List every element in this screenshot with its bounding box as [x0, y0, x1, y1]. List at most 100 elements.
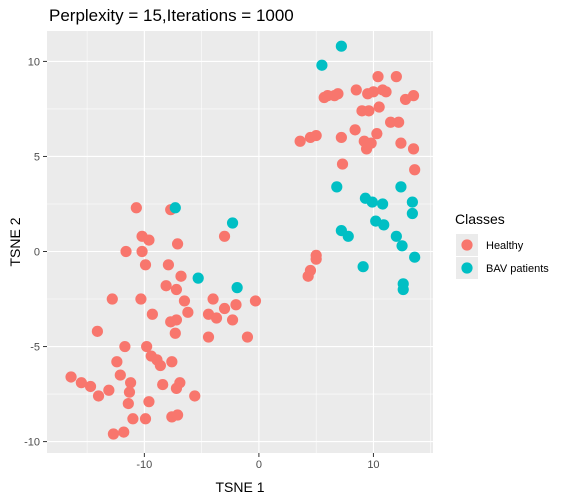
healthy-point [118, 426, 130, 438]
healthy-point [230, 299, 242, 311]
healthy-point [157, 378, 169, 391]
legend-key-bav-patients [461, 262, 473, 274]
healthy-point [166, 356, 178, 368]
healthy-point [390, 71, 402, 83]
legend-key-healthy [461, 239, 473, 251]
bav-patient-point [390, 230, 402, 242]
healthy-point [127, 413, 139, 425]
y-tick-label: 5 [34, 151, 40, 163]
healthy-point [182, 306, 194, 318]
healthy-point [106, 293, 118, 305]
bav-patient-point [395, 181, 407, 193]
healthy-point [310, 129, 322, 142]
healthy-point [363, 105, 375, 117]
healthy-point [202, 331, 215, 343]
bav-patient-point [226, 217, 239, 229]
healthy-point [170, 382, 183, 394]
healthy-point [385, 116, 397, 128]
healthy-point [125, 377, 137, 389]
healthy-point [371, 128, 383, 140]
x-axis-title: TSNE 1 [215, 479, 264, 495]
healthy-point [123, 386, 136, 398]
x-tick-label: 0 [256, 459, 262, 471]
healthy-point [143, 234, 155, 246]
bav-patient-point [396, 240, 408, 252]
healthy-point [409, 164, 421, 176]
healthy-point [241, 331, 254, 343]
bav-patient-point [342, 230, 354, 242]
data-points [65, 40, 421, 440]
healthy-point [103, 384, 115, 396]
bav-patient-point [406, 196, 418, 208]
healthy-point [160, 280, 172, 292]
major-gridlines [47, 31, 433, 453]
bav-patient-point [192, 272, 204, 284]
healthy-point [84, 380, 97, 393]
healthy-point [154, 359, 166, 372]
healthy-point [65, 371, 77, 383]
healthy-point [146, 308, 158, 320]
healthy-point [365, 137, 377, 149]
chart-title: Perplexity = 15,Iterations = 1000 [49, 6, 294, 25]
bav-patient-point [409, 251, 421, 263]
bav-patient-point [406, 207, 418, 220]
healthy-point [170, 283, 183, 296]
healthy-point [407, 90, 420, 102]
legend-label-healthy: Healthy [486, 240, 524, 252]
healthy-point [178, 295, 191, 307]
healthy-point [373, 101, 385, 113]
healthy-point [169, 327, 181, 339]
healthy-point [143, 396, 155, 408]
bav-patient-point [378, 219, 390, 231]
legend: Classes Healthy BAV patients [455, 211, 549, 279]
healthy-point [162, 259, 175, 271]
healthy-point [139, 259, 152, 271]
healthy-point [367, 86, 380, 98]
healthy-point [111, 356, 123, 368]
healthy-point [171, 409, 184, 421]
healthy-point [350, 84, 362, 96]
bav-patient-point [377, 198, 389, 210]
healthy-point [139, 413, 152, 425]
healthy-point [249, 295, 262, 307]
healthy-point [407, 143, 420, 155]
y-tick-label: 0 [34, 247, 40, 259]
healthy-point [310, 253, 322, 265]
healthy-point [175, 270, 187, 282]
healthy-point [210, 312, 223, 324]
healthy-point [226, 314, 239, 326]
healthy-point [380, 86, 392, 98]
healthy-point [141, 340, 153, 353]
healthy-point [332, 88, 344, 100]
legend-items: Healthy BAV patients [456, 234, 549, 279]
y-axis-ticks: -10 -5 0 5 10 [24, 56, 47, 449]
healthy-point [92, 390, 105, 402]
healthy-point [335, 131, 347, 144]
y-tick-label: 10 [28, 56, 40, 68]
healthy-point [119, 340, 131, 353]
healthy-point [91, 325, 103, 337]
bav-patient-point [366, 196, 378, 208]
healthy-point [349, 124, 361, 136]
healthy-point [120, 245, 132, 258]
healthy-point [136, 245, 148, 258]
healthy-point [294, 135, 306, 147]
legend-label-bav-patients: BAV patients [486, 263, 549, 275]
healthy-point [218, 230, 231, 242]
healthy-point [189, 390, 201, 402]
bav-patient-point [357, 261, 369, 273]
x-axis-ticks: -10 0 10 [136, 453, 380, 471]
bav-patient-point [169, 202, 181, 214]
plot-panel [47, 31, 433, 453]
healthy-point [122, 397, 134, 410]
healthy-point [114, 369, 126, 381]
bav-patient-point [316, 59, 328, 71]
y-tick-label: -5 [30, 342, 40, 354]
healthy-point [336, 158, 349, 170]
healthy-point [135, 293, 147, 305]
y-tick-label: -10 [24, 437, 40, 449]
healthy-point [395, 137, 407, 149]
healthy-point [171, 238, 184, 250]
y-axis-title: TSNE 2 [7, 217, 23, 266]
